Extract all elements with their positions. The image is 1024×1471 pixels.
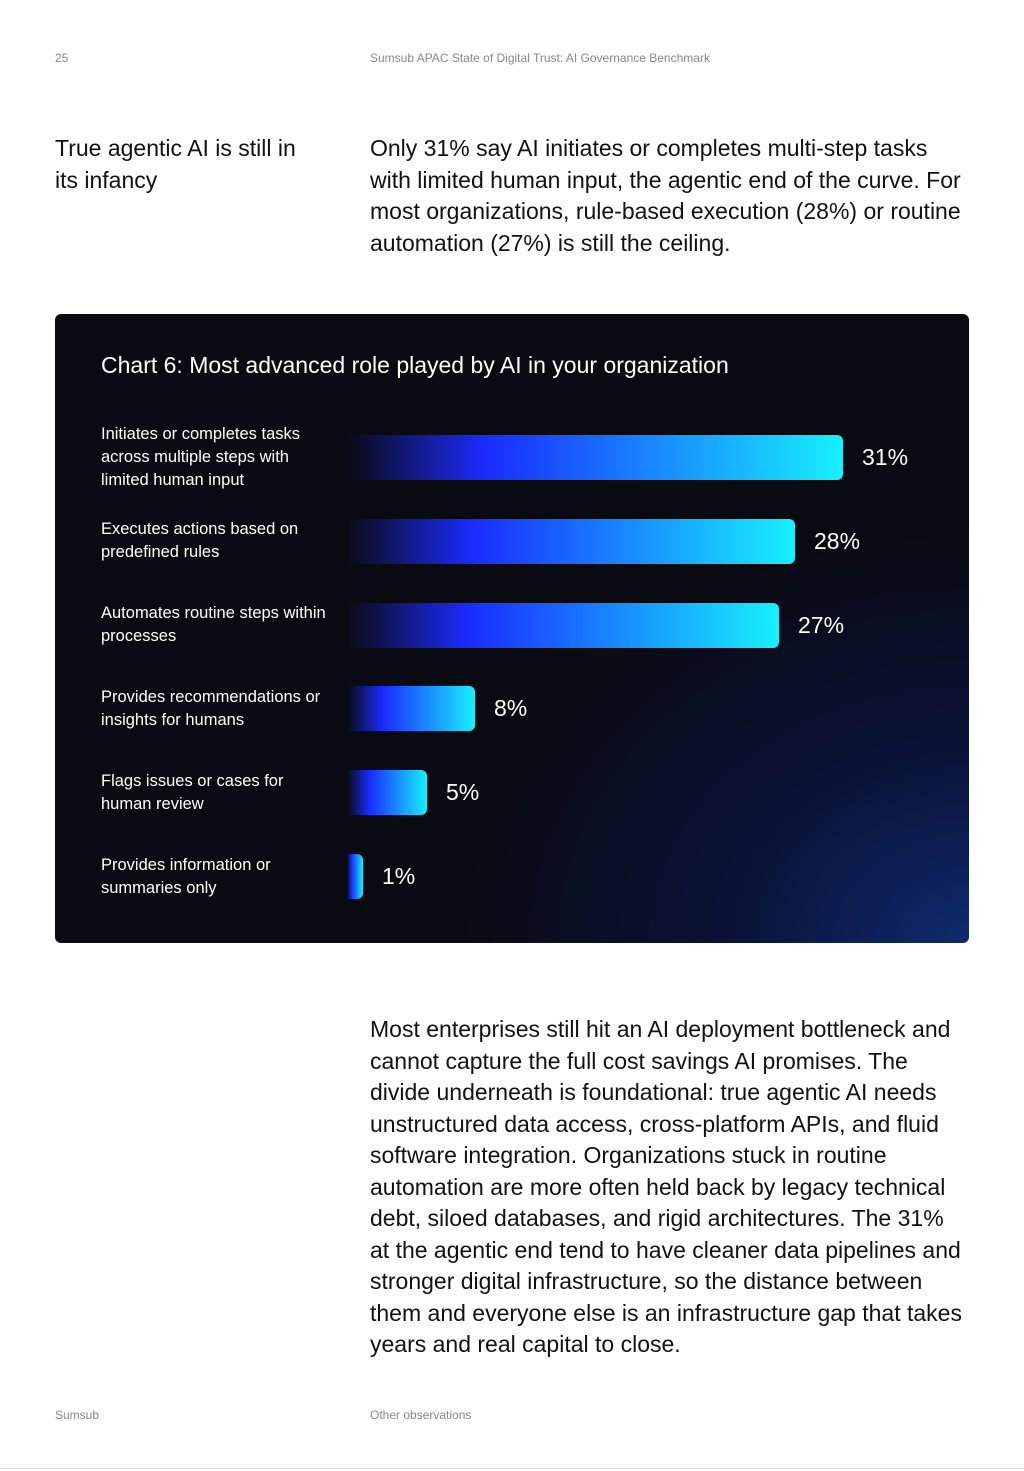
footer-right: Other observations [370,1408,472,1422]
body-text: Most enterprises still hit an AI deploym… [370,1016,962,1357]
value-label: 27% [798,611,845,638]
category-label: Provides information or summaries only [101,855,271,897]
value-label: 8% [494,695,528,722]
category-label: Initiates or completes tasks across mult… [101,425,300,489]
bar [347,435,843,480]
value-label: 28% [814,527,861,554]
category-label: Provides recommendations or insights for… [101,687,321,729]
chart: Chart 6: Most advanced role played by AI… [55,314,969,943]
bottom-rule [0,1468,1024,1469]
footer-left: Sumsub [55,1408,100,1422]
intro-text: Only 31% say AI initiates or completes m… [370,135,961,256]
category-label: Flags issues or cases for human review [101,771,284,813]
chart-title: Chart 6: Most advanced role played by AI… [101,352,729,378]
value-label: 31% [862,444,909,470]
bar [347,770,427,816]
value-label: 5% [446,779,480,806]
section-heading: True agentic AI is still in its infancy [55,135,296,193]
page-number: 25 [55,51,69,65]
header-title: Sumsub APAC State of Digital Trust: AI G… [370,51,710,65]
bar [347,686,475,732]
category-label: Executes actions based on predefined rul… [101,520,299,562]
bar [347,854,363,899]
value-label: 1% [382,863,416,889]
bar [347,602,779,648]
category-label: Automates routine steps within processes [101,604,326,646]
bar [347,518,795,564]
